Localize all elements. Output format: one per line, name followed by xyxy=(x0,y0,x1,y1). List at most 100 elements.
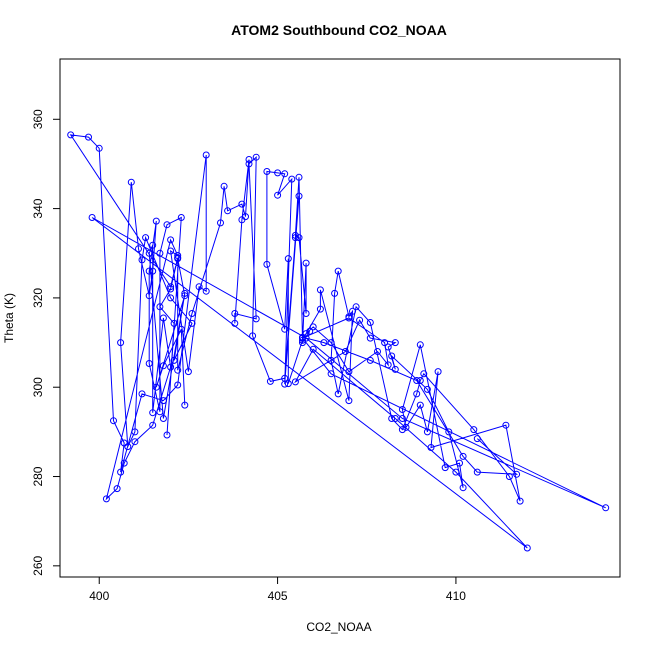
y-axis-label: Theta (K) xyxy=(2,293,16,343)
data-point xyxy=(149,267,157,275)
data-point xyxy=(334,267,342,275)
data-point xyxy=(177,325,185,333)
data-point xyxy=(102,495,110,503)
data-point xyxy=(181,289,189,297)
data-point xyxy=(249,332,257,340)
data-point xyxy=(352,303,360,311)
data-point xyxy=(349,307,356,315)
data-point xyxy=(149,421,157,429)
data-point xyxy=(291,378,299,386)
data-point xyxy=(505,473,513,480)
data-point xyxy=(181,292,189,300)
data-point xyxy=(167,247,175,255)
data-point xyxy=(345,397,353,405)
data-point xyxy=(302,334,310,342)
data-point xyxy=(67,131,75,139)
y-tick-label: 320 xyxy=(31,288,45,308)
data-point xyxy=(291,234,299,242)
data-point xyxy=(320,339,328,347)
data-point xyxy=(174,254,182,262)
data-point xyxy=(388,352,396,360)
y-tick-label: 340 xyxy=(31,198,45,218)
x-tick-label: 410 xyxy=(446,589,466,603)
data-point xyxy=(170,356,178,364)
series-co2 xyxy=(67,131,610,552)
data-point xyxy=(142,234,150,242)
data-point xyxy=(413,390,421,398)
data-point xyxy=(299,333,306,341)
data-point xyxy=(217,219,224,227)
data-point xyxy=(384,343,392,351)
data-point xyxy=(145,249,153,257)
y-tick-label: 280 xyxy=(31,466,45,486)
data-point xyxy=(391,365,399,373)
data-point xyxy=(156,408,164,416)
data-point xyxy=(523,544,531,552)
data-point xyxy=(120,439,128,447)
data-point xyxy=(306,327,314,335)
data-point xyxy=(224,207,232,215)
data-point xyxy=(295,234,303,242)
data-point xyxy=(413,377,421,384)
data-point xyxy=(159,314,167,322)
data-point xyxy=(366,334,374,342)
data-point xyxy=(356,316,364,324)
data-point xyxy=(231,319,239,327)
data-point xyxy=(291,231,299,239)
data-point xyxy=(156,303,164,311)
y-tick-label: 300 xyxy=(31,377,45,397)
data-point xyxy=(145,360,153,367)
data-point xyxy=(274,169,282,177)
data-point xyxy=(391,415,399,422)
data-point xyxy=(284,380,292,388)
data-point xyxy=(602,504,610,512)
data-point xyxy=(159,415,167,422)
data-point xyxy=(341,348,349,355)
data-point xyxy=(138,256,146,264)
y-tick-label: 360 xyxy=(31,109,45,129)
data-point xyxy=(302,310,310,317)
data-point xyxy=(513,470,521,478)
data-point xyxy=(220,182,228,190)
data-point xyxy=(184,368,192,376)
x-tick-label: 405 xyxy=(268,589,288,603)
data-point xyxy=(473,435,481,443)
data-point xyxy=(345,368,353,376)
data-point xyxy=(145,292,153,300)
data-point xyxy=(170,319,178,327)
data-point xyxy=(452,468,460,476)
y-axis: 260 280 300 320 340 360 xyxy=(31,109,61,576)
data-point xyxy=(202,151,210,159)
data-point xyxy=(281,325,289,333)
data-point xyxy=(163,431,171,439)
data-point xyxy=(263,168,271,175)
x-tick-label: 400 xyxy=(89,589,109,603)
x-axis-label: CO2_NOAA xyxy=(306,620,371,634)
data-point xyxy=(299,339,306,347)
data-point xyxy=(95,144,103,152)
data-point xyxy=(195,283,203,291)
y-tick-label: 260 xyxy=(31,556,45,576)
data-point xyxy=(188,319,196,327)
data-point xyxy=(252,315,260,323)
data-point xyxy=(302,259,310,267)
data-point xyxy=(473,468,481,476)
data-point xyxy=(252,153,260,161)
data-point xyxy=(131,428,139,436)
data-point xyxy=(120,459,128,467)
data-point xyxy=(316,305,324,313)
data-point xyxy=(167,283,175,291)
data-point xyxy=(423,428,431,436)
data-point xyxy=(331,289,339,297)
data-point xyxy=(398,415,406,422)
data-point xyxy=(167,236,175,244)
data-point xyxy=(445,428,453,436)
data-point xyxy=(327,339,335,347)
data-point xyxy=(202,287,210,295)
data-point xyxy=(281,170,289,178)
data-point xyxy=(302,330,310,338)
data-point xyxy=(145,267,153,275)
data-point xyxy=(502,421,510,429)
